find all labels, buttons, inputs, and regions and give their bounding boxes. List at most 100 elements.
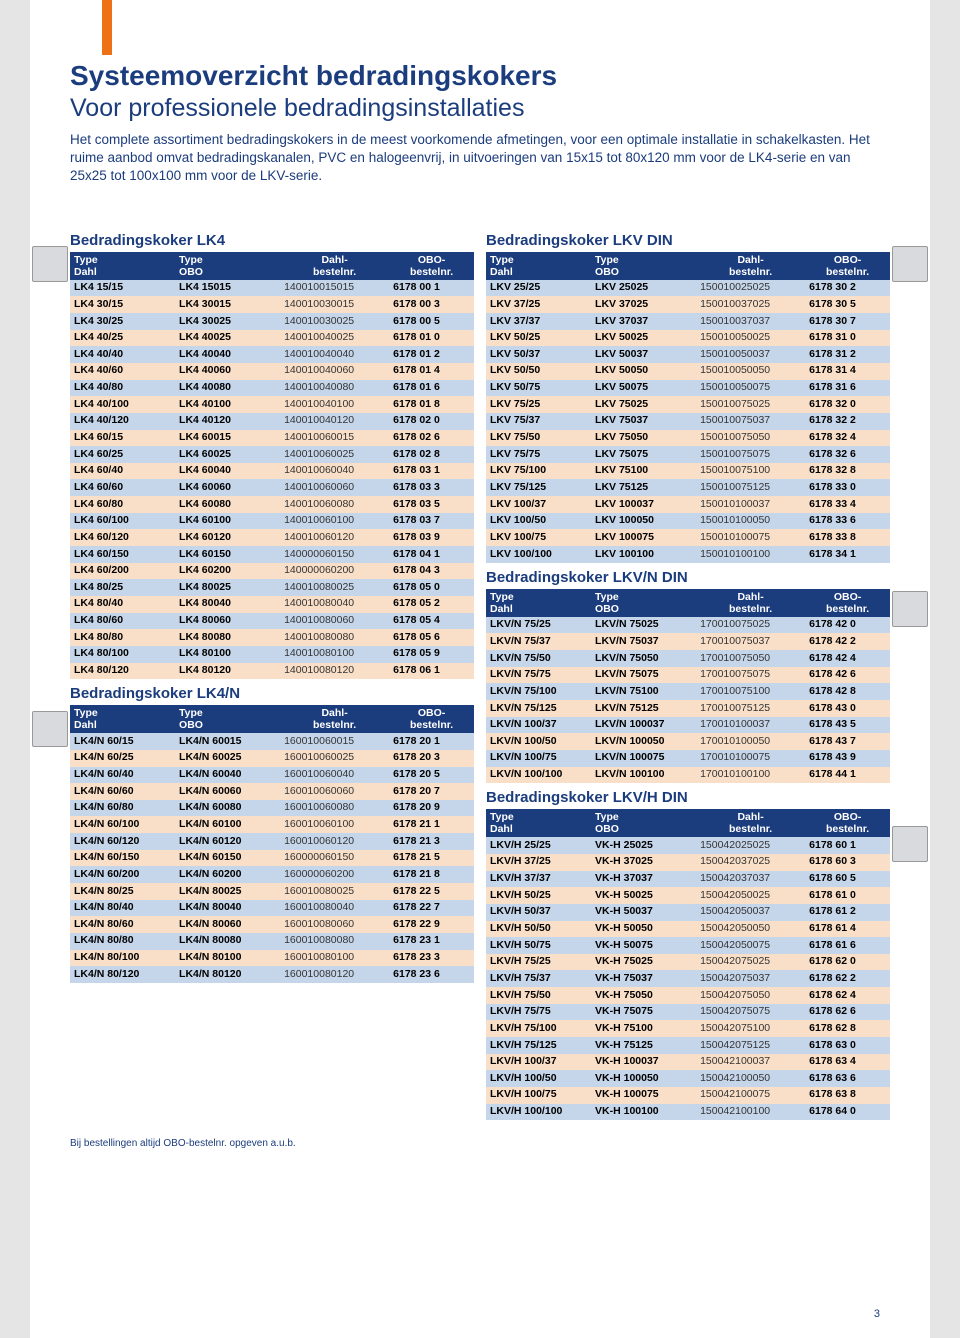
table-cell: 170010075125 bbox=[696, 700, 805, 717]
table-header: TypeOBO bbox=[591, 589, 696, 617]
table-cell: 140010040025 bbox=[280, 330, 389, 347]
table-header: TypeDahl bbox=[70, 705, 175, 733]
footer-note: Bij bestellingen altijd OBO-bestelnr. op… bbox=[70, 1138, 890, 1149]
table-cell: LK4 60200 bbox=[175, 563, 280, 580]
table-cell: 170010100050 bbox=[696, 733, 805, 750]
table-cell: 160010080080 bbox=[280, 933, 389, 950]
table-header: TypeDahl bbox=[486, 252, 591, 280]
table-header: TypeOBO bbox=[175, 705, 280, 733]
table-cell: 140010040120 bbox=[280, 413, 389, 430]
table-cell: VK-H 75037 bbox=[591, 970, 696, 987]
table-cell: 140010080025 bbox=[280, 579, 389, 596]
table-cell: 140010040060 bbox=[280, 363, 389, 380]
table-cell: 6178 20 7 bbox=[389, 783, 474, 800]
section-title-lkvn: Bedradingskoker LKV/N DIN bbox=[486, 569, 890, 586]
table-cell: 6178 20 5 bbox=[389, 767, 474, 784]
table-cell: 160010080025 bbox=[280, 883, 389, 900]
table-lk4: TypeDahlTypeOBODahl-bestelnr.OBO-besteln… bbox=[70, 252, 474, 680]
table-cell: 150042075050 bbox=[696, 987, 805, 1004]
table-cell: 6178 32 8 bbox=[805, 463, 890, 480]
table-cell: LKV 100075 bbox=[591, 529, 696, 546]
table-row: LKV 50/50LKV 500501500100500506178 31 4 bbox=[486, 363, 890, 380]
table-cell: 6178 42 2 bbox=[805, 633, 890, 650]
table-cell: 6178 04 3 bbox=[389, 563, 474, 580]
table-cell: 6178 02 0 bbox=[389, 413, 474, 430]
product-thumb-icon bbox=[32, 711, 68, 747]
table-cell: 160000060200 bbox=[280, 866, 389, 883]
accent-bar bbox=[102, 0, 112, 55]
table-row: LKV/N 75/50LKV/N 750501700100750506178 4… bbox=[486, 650, 890, 667]
table-row: LK4/N 60/120LK4/N 601201600100601206178 … bbox=[70, 833, 474, 850]
table-cell: 6178 33 8 bbox=[805, 529, 890, 546]
table-cell: VK-H 50037 bbox=[591, 904, 696, 921]
table-cell: 150042037025 bbox=[696, 854, 805, 871]
table-cell: 6178 03 5 bbox=[389, 496, 474, 513]
table-row: LK4/N 80/60LK4/N 800601600100800606178 2… bbox=[70, 916, 474, 933]
table-row: LK4 60/100LK4 601001400100601006178 03 7 bbox=[70, 513, 474, 530]
table-cell: VK-H 75100 bbox=[591, 1020, 696, 1037]
table-row: LK4/N 60/100LK4/N 601001600100601006178 … bbox=[70, 816, 474, 833]
table-cell: 6178 22 5 bbox=[389, 883, 474, 900]
table-cell: LK4/N 60/80 bbox=[70, 800, 175, 817]
table-cell: LK4 40025 bbox=[175, 330, 280, 347]
table-cell: 6178 33 4 bbox=[805, 496, 890, 513]
table-header: OBO-bestelnr. bbox=[805, 809, 890, 837]
table-cell: LK4/N 60/150 bbox=[70, 850, 175, 867]
table-cell: 6178 03 7 bbox=[389, 513, 474, 530]
table-header: OBO-bestelnr. bbox=[805, 589, 890, 617]
table-cell: LKV 50/37 bbox=[486, 346, 591, 363]
table-cell: 150042100100 bbox=[696, 1104, 805, 1121]
intro-text: Het complete assortiment bedradingskoker… bbox=[70, 131, 890, 186]
table-cell: 6178 03 3 bbox=[389, 479, 474, 496]
table-row: LK4 40/100LK4 401001400100401006178 01 8 bbox=[70, 396, 474, 413]
table-cell: LK4/N 60100 bbox=[175, 816, 280, 833]
table-cell: LK4 40/80 bbox=[70, 380, 175, 397]
table-cell: 6178 43 7 bbox=[805, 733, 890, 750]
table-row: LKV/H 25/25VK-H 250251500420250256178 60… bbox=[486, 837, 890, 854]
table-cell: LKV/N 75075 bbox=[591, 667, 696, 684]
table-cell: LK4 60080 bbox=[175, 496, 280, 513]
table-cell: LKV/H 50/37 bbox=[486, 904, 591, 921]
catalog-page: Systeemoverzicht bedradingskokers Voor p… bbox=[30, 0, 930, 1338]
table-cell: LKV 25/25 bbox=[486, 280, 591, 297]
table-row: LKV/H 50/50VK-H 500501500420500506178 61… bbox=[486, 921, 890, 938]
table-cell: 6178 42 0 bbox=[805, 617, 890, 634]
table-cell: LKV 75025 bbox=[591, 396, 696, 413]
table-cell: LKV 100/50 bbox=[486, 513, 591, 530]
table-row: LKV 50/75LKV 500751500100500756178 31 6 bbox=[486, 380, 890, 397]
table-cell: 6178 61 0 bbox=[805, 887, 890, 904]
table-cell: LKV 100/100 bbox=[486, 546, 591, 563]
table-cell: LKV 50/50 bbox=[486, 363, 591, 380]
table-cell: 6178 31 0 bbox=[805, 330, 890, 347]
table-row: LK4 60/200LK4 602001400000602006178 04 3 bbox=[70, 563, 474, 580]
table-row: LK4 40/120LK4 401201400100401206178 02 0 bbox=[70, 413, 474, 430]
table-cell: VK-H 25025 bbox=[591, 837, 696, 854]
table-cell: 160010080100 bbox=[280, 950, 389, 967]
table-cell: LK4/N 80040 bbox=[175, 900, 280, 917]
table-cell: 140010060080 bbox=[280, 496, 389, 513]
table-cell: LK4 60060 bbox=[175, 479, 280, 496]
table-cell: LK4 60/60 bbox=[70, 479, 175, 496]
table-cell: VK-H 50075 bbox=[591, 937, 696, 954]
table-cell: LKV/N 75050 bbox=[591, 650, 696, 667]
section-title-lkv: Bedradingskoker LKV DIN bbox=[486, 232, 890, 249]
table-cell: 6178 32 6 bbox=[805, 446, 890, 463]
table-cell: 140010060120 bbox=[280, 529, 389, 546]
product-thumb-icon bbox=[892, 246, 928, 282]
table-row: LK4/N 60/25LK4/N 600251600100600256178 2… bbox=[70, 750, 474, 767]
table-row: LKV 50/37LKV 500371500100500376178 31 2 bbox=[486, 346, 890, 363]
table-cell: 150010075037 bbox=[696, 413, 805, 430]
table-cell: 6178 43 0 bbox=[805, 700, 890, 717]
table-cell: 160010080040 bbox=[280, 900, 389, 917]
table-cell: 6178 05 2 bbox=[389, 596, 474, 613]
table-row: LK4/N 60/150LK4/N 601501600000601506178 … bbox=[70, 850, 474, 867]
table-cell: LKV 100100 bbox=[591, 546, 696, 563]
table-header: TypeDahl bbox=[70, 252, 175, 280]
table-cell: LK4 80/100 bbox=[70, 646, 175, 663]
table-cell: LK4 60/40 bbox=[70, 463, 175, 480]
table-cell: 6178 62 6 bbox=[805, 1004, 890, 1021]
table-cell: 140010030025 bbox=[280, 313, 389, 330]
table-cell: 6178 21 1 bbox=[389, 816, 474, 833]
table-cell: LK4/N 60150 bbox=[175, 850, 280, 867]
table-row: LKV 25/25LKV 250251500100250256178 30 2 bbox=[486, 280, 890, 297]
